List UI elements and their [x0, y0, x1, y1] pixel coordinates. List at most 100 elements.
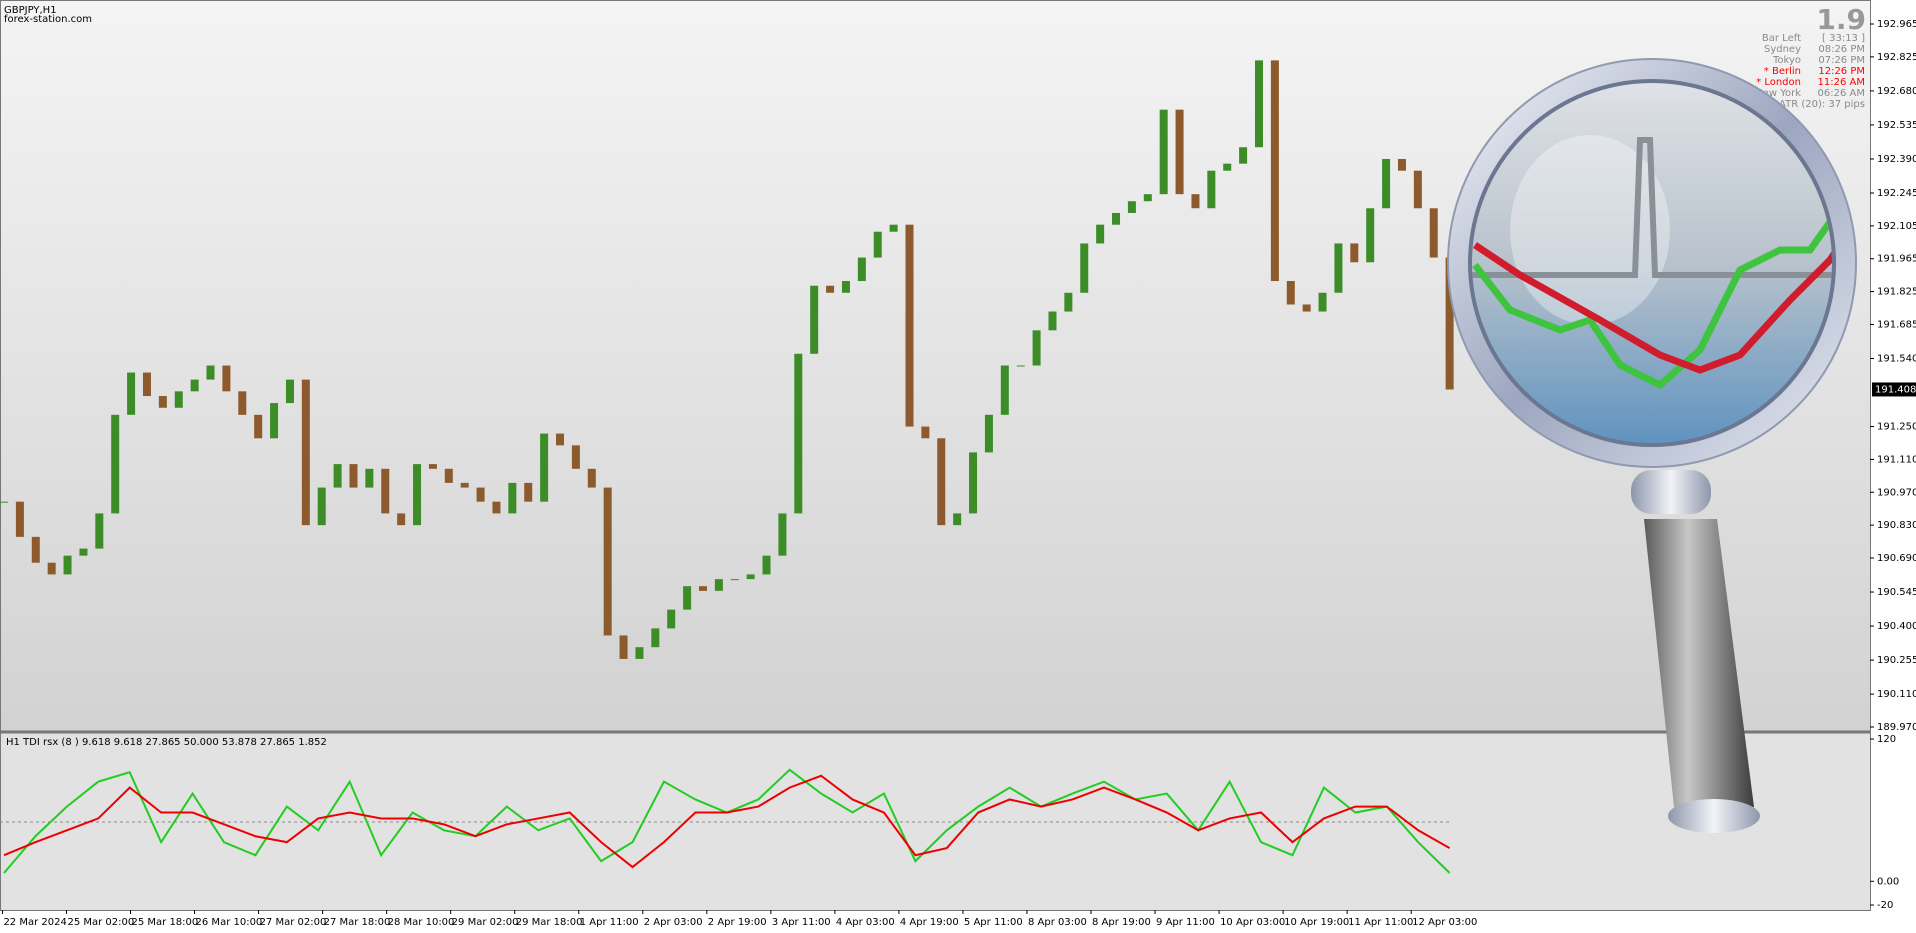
time-label: 25 Mar 18:00: [132, 917, 199, 928]
candle: [349, 464, 358, 488]
candle: [365, 468, 374, 488]
time-label: 1 Apr 11:00: [580, 917, 639, 928]
candle: [31, 536, 40, 563]
indicator-tick-label: 0.00: [1877, 876, 1899, 887]
candle: [1032, 330, 1041, 366]
info-value: 06:26 AM: [1818, 88, 1865, 99]
candle: [1318, 292, 1327, 312]
candle: [206, 365, 215, 380]
candle: [1350, 243, 1359, 263]
candle: [1127, 201, 1136, 213]
candle: [810, 285, 819, 354]
candle: [1112, 212, 1121, 225]
candle: [587, 468, 596, 488]
price-tick-label: 191.110: [1877, 454, 1916, 465]
candle: [460, 482, 469, 488]
candle: [476, 487, 485, 502]
candle: [508, 482, 517, 514]
candle: [524, 482, 533, 502]
time-label: 8 Apr 19:00: [1092, 917, 1151, 928]
candle: [746, 574, 755, 580]
time-label: 27 Mar 18:00: [324, 917, 391, 928]
candle: [492, 501, 501, 514]
candle: [1302, 304, 1311, 312]
candle: [95, 513, 104, 549]
time-label: 4 Apr 03:00: [836, 917, 895, 928]
price-tick-label: 190.545: [1877, 587, 1916, 598]
time-label: 27 Mar 02:00: [260, 917, 327, 928]
info-value: 07:26 PM: [1818, 55, 1865, 66]
candle: [1239, 147, 1248, 164]
symbol: GBPJPY,H1: [4, 5, 57, 16]
info-value: 12:26 PM: [1818, 66, 1865, 77]
candle: [381, 468, 390, 514]
candle: [540, 433, 549, 502]
candle: [444, 468, 453, 483]
candle: [111, 414, 120, 514]
candle: [651, 628, 660, 648]
last-price-box: [1872, 382, 1916, 397]
info-label: * Berlin: [1764, 66, 1801, 77]
time-label: 8 Apr 03:00: [1028, 917, 1087, 928]
candle: [889, 224, 898, 232]
time-label: 29 Mar 18:00: [516, 917, 583, 928]
time-label: 12 Apr 03:00: [1412, 917, 1477, 928]
candle: [905, 224, 914, 427]
candle: [873, 231, 882, 258]
info-label: Tokyo: [1772, 55, 1801, 66]
candle: [0, 501, 8, 503]
tdi-line: [3, 774, 1451, 869]
magnifier-cap: [1668, 799, 1760, 833]
candle: [1223, 163, 1232, 171]
time-label: 10 Apr 19:00: [1284, 917, 1349, 928]
candle: [1159, 109, 1168, 195]
candle: [15, 501, 24, 537]
time-label: 22 Mar 2024: [3, 917, 66, 928]
candle: [841, 281, 850, 293]
price-tick-label: 190.970: [1877, 487, 1916, 498]
candle: [1064, 292, 1073, 312]
candle: [1096, 224, 1105, 244]
candle: [556, 433, 565, 446]
candle: [1413, 170, 1422, 209]
candle: [190, 379, 199, 392]
candle: [142, 372, 151, 397]
last-price-label: 191.408: [1875, 384, 1916, 395]
price-tick-label: 191.685: [1877, 319, 1916, 330]
info-value: 11:26 AM: [1818, 77, 1865, 88]
time-label: 3 Apr 11:00: [772, 917, 831, 928]
magnifier-neck: [1631, 470, 1711, 514]
candle: [969, 452, 978, 514]
candle: [667, 609, 676, 629]
info-label: Sydney: [1764, 44, 1801, 55]
candle: [683, 586, 692, 610]
time-label: 29 Mar 02:00: [452, 917, 519, 928]
candle: [79, 548, 88, 556]
price-tick-label: 192.535: [1877, 120, 1916, 131]
time-label: 25 Mar 02:00: [67, 917, 134, 928]
candle: [921, 426, 930, 439]
candle: [1397, 158, 1406, 171]
price-tick-label: 191.540: [1877, 353, 1916, 364]
candle: [1048, 311, 1057, 331]
candle: [413, 464, 422, 526]
candle: [937, 438, 946, 526]
candle: [1191, 194, 1200, 209]
indicator-label: H1 TDI rsx (8 ) 9.618 9.618 27.865 50.00…: [6, 737, 327, 748]
candle: [301, 379, 310, 526]
magnifier-handle: [1644, 519, 1754, 807]
price-tick-label: 189.970: [1877, 722, 1916, 733]
candle: [254, 414, 263, 439]
candle: [1334, 243, 1343, 293]
candle: [1016, 365, 1025, 367]
time-label: 28 Mar 10:00: [388, 917, 455, 928]
candle: [730, 579, 739, 581]
info-value: 08:26 PM: [1818, 44, 1865, 55]
candle: [1445, 257, 1454, 390]
candle: [984, 414, 993, 453]
time-label: 9 Apr 11:00: [1156, 917, 1215, 928]
candle: [794, 353, 803, 514]
candle: [127, 372, 136, 415]
